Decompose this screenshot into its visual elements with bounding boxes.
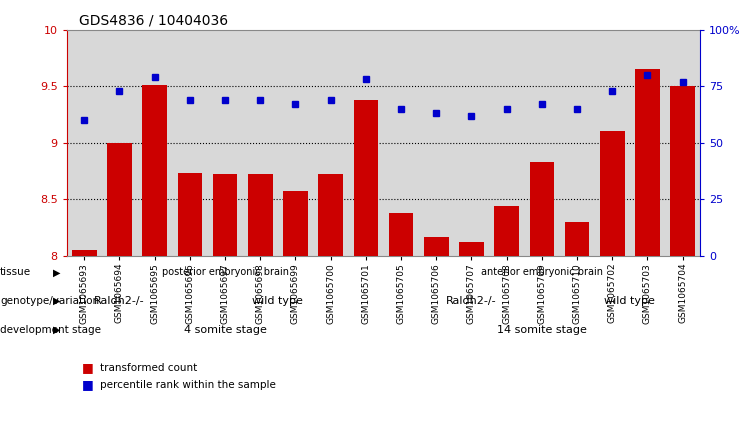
Text: anterior embryonic brain: anterior embryonic brain xyxy=(481,267,603,277)
Text: tissue: tissue xyxy=(0,267,31,277)
Bar xyxy=(72,250,96,256)
Bar xyxy=(353,100,378,256)
Text: wild type: wild type xyxy=(253,296,303,306)
Text: Raldh2-/-: Raldh2-/- xyxy=(94,296,144,306)
Bar xyxy=(107,143,132,256)
Text: posterior embryonic brain: posterior embryonic brain xyxy=(162,267,288,277)
Bar xyxy=(424,237,448,256)
Text: ▶: ▶ xyxy=(53,296,61,306)
Text: Raldh2-/-: Raldh2-/- xyxy=(446,296,496,306)
Text: ■: ■ xyxy=(82,361,93,374)
Bar xyxy=(213,174,237,256)
Bar xyxy=(142,85,167,256)
Bar xyxy=(635,69,659,256)
Text: wild type: wild type xyxy=(605,296,655,306)
Text: 14 somite stage: 14 somite stage xyxy=(497,325,587,335)
Text: transformed count: transformed count xyxy=(100,363,197,373)
Bar xyxy=(389,213,413,256)
Bar xyxy=(565,222,589,256)
Bar xyxy=(530,162,554,256)
Bar xyxy=(459,242,484,256)
Bar xyxy=(319,174,343,256)
Bar xyxy=(600,132,625,256)
Text: ■: ■ xyxy=(82,378,93,391)
Text: ▶: ▶ xyxy=(53,325,61,335)
Text: ▶: ▶ xyxy=(53,267,61,277)
Text: GDS4836 / 10404036: GDS4836 / 10404036 xyxy=(79,13,228,27)
Bar xyxy=(671,86,695,256)
Bar xyxy=(248,174,273,256)
Bar xyxy=(283,192,308,256)
Text: 4 somite stage: 4 somite stage xyxy=(184,325,267,335)
Text: development stage: development stage xyxy=(0,325,101,335)
Bar xyxy=(494,206,519,256)
Text: genotype/variation: genotype/variation xyxy=(0,296,99,306)
Bar xyxy=(178,173,202,256)
Text: percentile rank within the sample: percentile rank within the sample xyxy=(100,379,276,390)
